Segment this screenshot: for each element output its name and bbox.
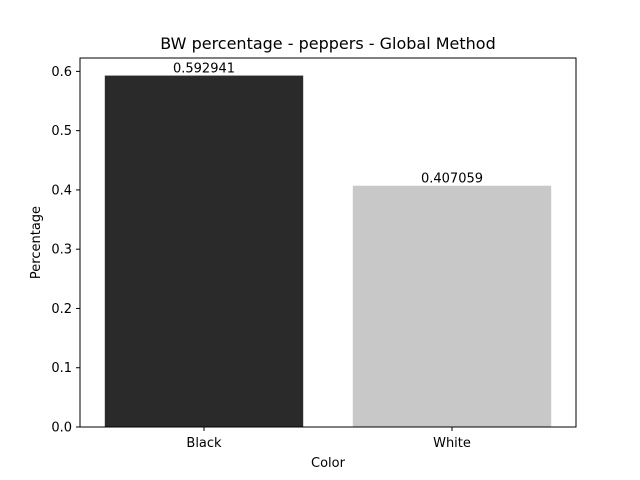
y-axis: 0.0 0.1 0.2 0.3 0.4 0.5 0.6 bbox=[51, 65, 80, 436]
bars-layer: 0.592941 0.407059 bbox=[104, 62, 552, 427]
y-tick-label: 0.1 bbox=[51, 361, 72, 376]
y-tick-label: 0.0 bbox=[51, 421, 72, 436]
y-axis-label: Percentage bbox=[29, 206, 44, 279]
data-label-white: 0.407059 bbox=[421, 172, 483, 187]
y-tick-label: 0.5 bbox=[51, 124, 72, 139]
y-tick-label: 0.6 bbox=[51, 65, 72, 80]
x-axis-label: Color bbox=[311, 456, 346, 471]
x-tick-label-white: White bbox=[433, 436, 471, 451]
chart-title: BW percentage - peppers - Global Method bbox=[160, 34, 496, 53]
y-tick-label: 0.2 bbox=[51, 302, 72, 317]
bar-white bbox=[352, 185, 552, 427]
y-tick-label: 0.3 bbox=[51, 243, 72, 258]
bar-black bbox=[104, 75, 304, 427]
plot-frame bbox=[79, 57, 577, 428]
y-tick-label: 0.4 bbox=[51, 183, 72, 198]
x-tick-label-black: Black bbox=[186, 436, 222, 451]
x-axis: Black White bbox=[186, 427, 471, 451]
data-label-black: 0.592941 bbox=[173, 62, 235, 77]
